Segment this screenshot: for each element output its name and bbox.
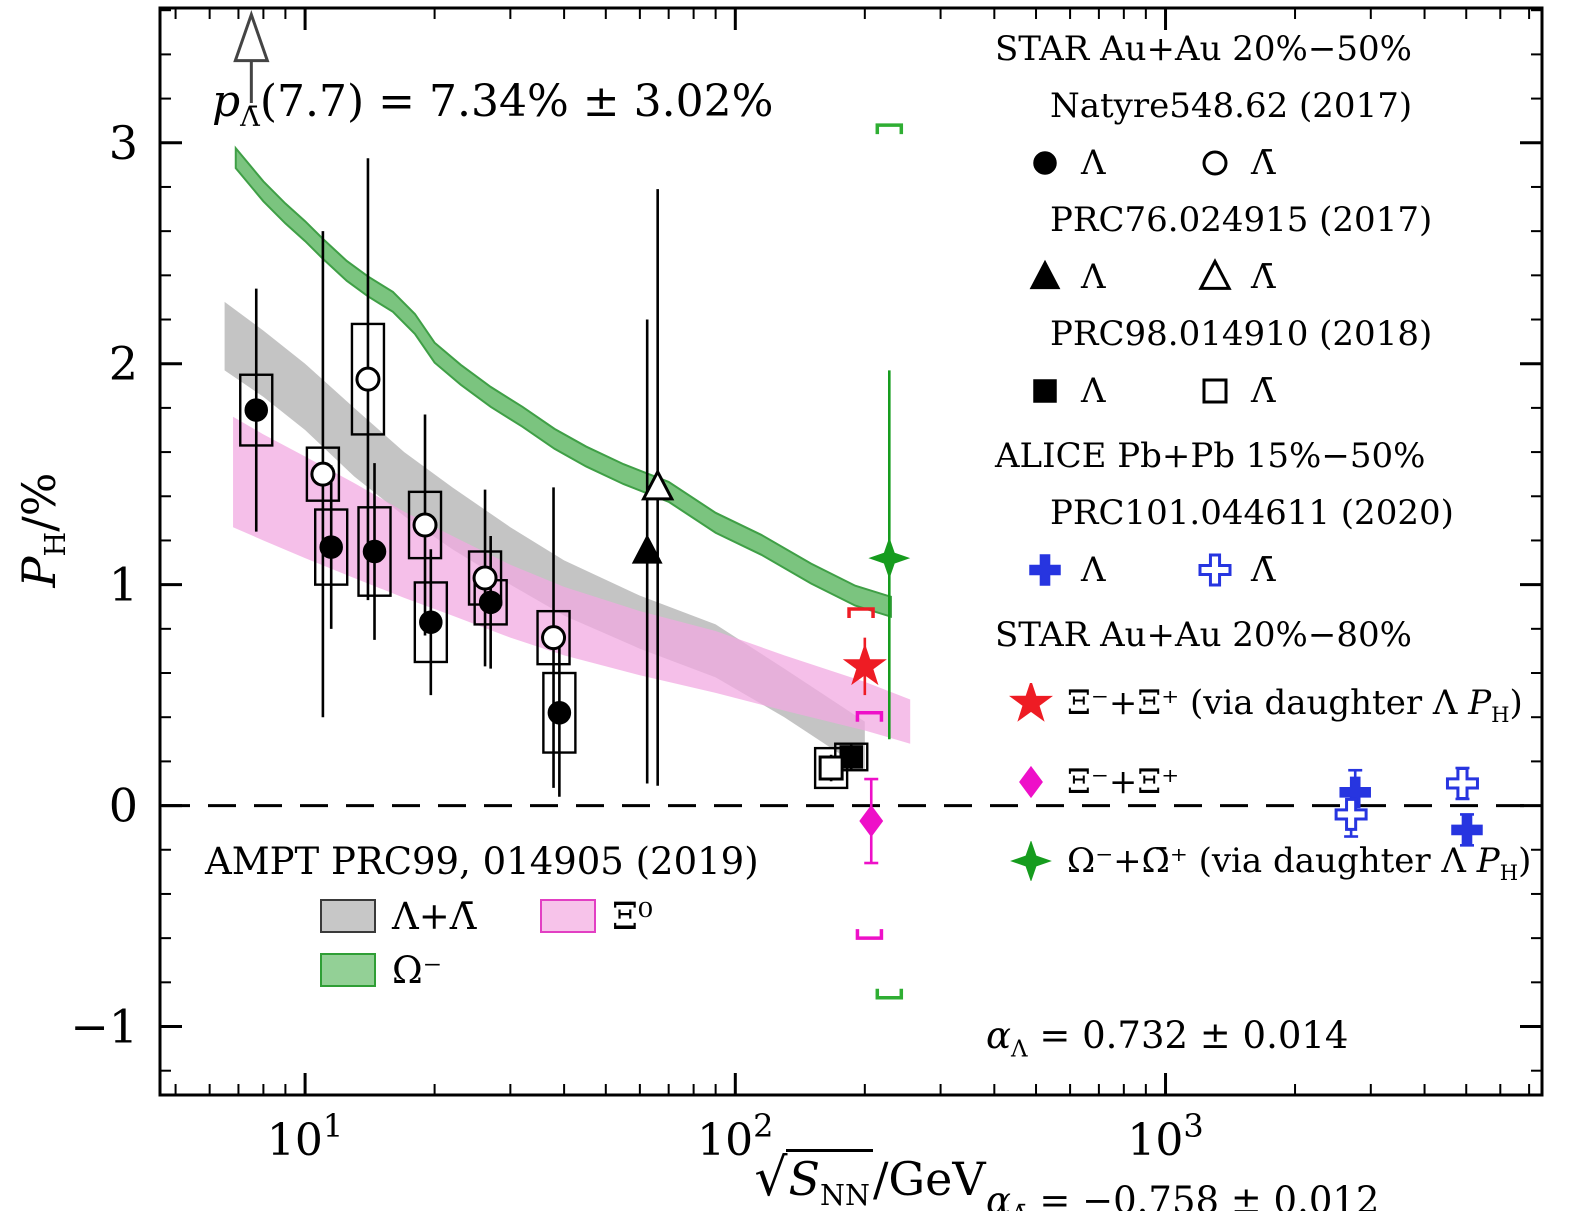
axis-ticks [160, 8, 1542, 1095]
legend-star-2050-title: STAR Au+Au 20%−50% [995, 20, 1531, 77]
x-tick-label: 101 [267, 1107, 343, 1166]
omega-green-cross-icon [1009, 840, 1053, 881]
x-tick-label: 103 [1127, 1107, 1203, 1166]
ampt-row-1: Λ+Λ̄ Ξ⁰ [205, 889, 760, 943]
lambdabar-label: Λ̄ [1251, 549, 1276, 590]
lambda-label: Λ [1081, 549, 1106, 590]
omega-band-label: Ω⁻ [392, 948, 443, 992]
legend-ref-text: PRC101.044611 (2020) [1050, 492, 1454, 533]
legend-entry-circles: Λ Λ̄ [995, 134, 1531, 191]
legend-star-2080-title: STAR Au+Au 20%−80% [995, 606, 1531, 663]
ampt-row-2: Ω⁻ [205, 943, 760, 997]
lambda-filled-circle-icon [1023, 143, 1067, 183]
y-axis-subscript: H [39, 531, 73, 557]
decay-constants: αΛ = 0.732 ± 0.014 αΛ̄ = −0.758 ± 0.012 … [986, 898, 1530, 1211]
ampt-bands [224, 145, 911, 771]
y-tick-label: 0 [109, 779, 138, 833]
legend-entry-omega: Ω⁻+Ω̄⁺ (via daughter Λ PH) [995, 821, 1531, 900]
band [233, 416, 911, 744]
legend-alice-title: ALICE Pb+Pb 15%−50% [995, 427, 1531, 484]
y-axis-variable: P [12, 556, 66, 588]
y-tick-label: −1 [70, 1000, 138, 1054]
omega-band-swatch [320, 953, 376, 987]
annotation-value: (7.7) = 7.34% ± 3.02% [259, 76, 774, 127]
lambda-label: Λ [1081, 142, 1106, 183]
xi-magenta-diamond-icon [1009, 762, 1053, 802]
x-axis-subscript: NN [820, 1179, 870, 1211]
y-tick-label: 3 [109, 116, 138, 170]
ampt-legend: AMPT PRC99, 014905 (2019) Λ+Λ̄ Ξ⁰ Ω⁻ [205, 833, 760, 997]
lambdabar-label: Λ̄ [1251, 370, 1276, 411]
syst-brackets [847, 123, 904, 1000]
legend: STAR Au+Au 20%−50% Natyre548.62 (2017) Λ… [995, 20, 1531, 900]
plot-frame [158, 6, 1544, 1097]
lambda-filled-square-icon [1023, 371, 1067, 411]
lambda-band-swatch [320, 899, 376, 933]
tick-labels: 101 102 103 −1 0 1 2 3 [70, 116, 1204, 1166]
xi-red-star-icon [1009, 682, 1053, 723]
legend-entry-xi-star: Ξ⁻+Ξ⁺ (via daughter Λ PH) [995, 663, 1531, 742]
alpha-lambdabar-line: αΛ̄ = −0.758 ± 0.012 [986, 1179, 1380, 1211]
x-axis-radicand: SNN [785, 1149, 873, 1210]
xi-band-swatch [540, 899, 596, 933]
legend-entry-squares: Λ Λ̄ [995, 362, 1531, 419]
legend-title-text: STAR Au+Au 20%−80% [995, 614, 1412, 655]
lambda-filled-cross-icon [1023, 550, 1067, 590]
ampt-title-text: AMPT PRC99, 014905 (2019) [205, 839, 759, 883]
lambdabar-label: Λ̄ [1251, 142, 1276, 183]
xi-diamond-label: Ξ⁻+Ξ⁺ [1067, 761, 1180, 802]
lambdabar-open-circle-icon [1193, 143, 1237, 183]
legend-ref-prc98: PRC98.014910 (2018) [995, 305, 1531, 362]
offscale-value-annotation: pΛ̄(7.7) = 7.34% ± 3.02% [212, 76, 774, 131]
x-axis-units: /GeV [872, 1152, 986, 1206]
x-tick-label: 102 [697, 1107, 773, 1166]
lambdabar-open-square-icon [1193, 371, 1237, 411]
y-axis-title: PH/% [12, 410, 72, 650]
lambdabar-open-cross-icon [1193, 550, 1237, 590]
legend-entry-xi-diamond: Ξ⁻+Ξ⁺ [995, 742, 1531, 821]
xi-star-label: Ξ⁻+Ξ⁺ (via daughter Λ PH) [1067, 682, 1523, 727]
legend-ref-prc101: PRC101.044611 (2020) [995, 484, 1531, 541]
lambdabar-open-triangle-icon [1193, 257, 1237, 297]
legend-ref-prc76: PRC76.024915 (2017) [995, 191, 1531, 248]
x-axis-variable: S [788, 1152, 821, 1206]
lambda-label: Λ [1081, 370, 1106, 411]
annotation-variable: p [212, 76, 241, 127]
xi-band-label: Ξ⁰ [612, 894, 653, 938]
y-tick-label: 2 [109, 337, 138, 391]
lambda-filled-triangle-icon [1023, 257, 1067, 297]
legend-entry-triangles: Λ Λ̄ [995, 248, 1531, 305]
legend-ref-text: Natyre548.62 (2017) [1050, 85, 1413, 126]
data-points [244, 366, 1483, 846]
y-axis-units: /% [12, 472, 66, 532]
legend-ref-text: PRC98.014910 (2018) [1050, 313, 1433, 354]
ampt-title: AMPT PRC99, 014905 (2019) [205, 833, 760, 889]
y-tick-label: 1 [109, 558, 138, 612]
legend-ref-text: PRC76.024915 (2017) [1050, 199, 1433, 240]
band [234, 145, 892, 619]
alpha-lambda-line: αΛ = 0.732 ± 0.014 [986, 1014, 1349, 1063]
lambda-band-label: Λ+Λ̄ [392, 894, 477, 938]
omega-label: Ω⁻+Ω̄⁺ (via daughter Λ PH) [1067, 840, 1532, 885]
legend-entry-crosses: Λ Λ̄ [995, 541, 1531, 598]
legend-ref-nature: Natyre548.62 (2017) [995, 77, 1531, 134]
annotation-subscript: Λ̄ [240, 101, 260, 133]
sqrt-symbol: √ [754, 1148, 788, 1208]
legend-title-text: ALICE Pb+Pb 15%−50% [995, 435, 1426, 476]
offscale-arrow [233, 10, 270, 104]
legend-title-text: STAR Au+Au 20%−50% [995, 28, 1412, 69]
lambdabar-label: Λ̄ [1251, 256, 1276, 297]
lambda-label: Λ [1081, 256, 1106, 297]
x-axis-title: √SNN/GeV [660, 1148, 1080, 1210]
